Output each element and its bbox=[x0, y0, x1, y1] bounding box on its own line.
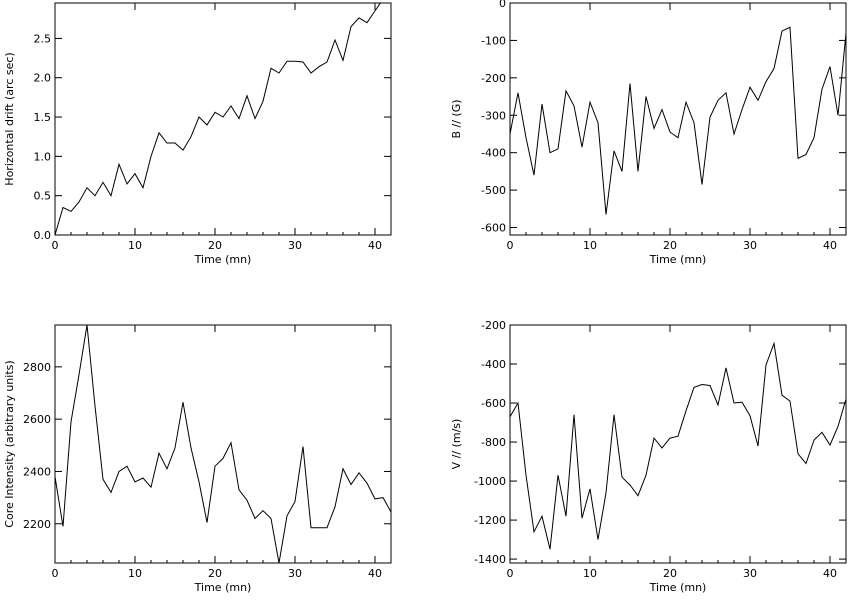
x-tick-label: 20 bbox=[663, 567, 677, 580]
x-tick-label: 40 bbox=[368, 567, 382, 580]
y-tick-label: -1000 bbox=[474, 475, 506, 488]
x-tick-label: 40 bbox=[368, 239, 382, 252]
y-tick-label: -200 bbox=[481, 72, 506, 85]
chart-panel-3: 0 10 20 30 40 2200 2400 2600 2800 Time (mn) Core I… bbox=[3, 324, 392, 594]
x-tick-label: 30 bbox=[743, 567, 757, 580]
series-line bbox=[510, 26, 846, 215]
x-axis-label: Time (mn) bbox=[649, 253, 707, 266]
y-axis-label: V // (m/s) bbox=[450, 419, 463, 470]
plot-frame bbox=[54, 2, 392, 236]
x-tick-label: 30 bbox=[743, 239, 757, 252]
y-axis-label: B // (G) bbox=[450, 99, 463, 138]
x-tick-label: 20 bbox=[663, 239, 677, 252]
y-tick-label: -100 bbox=[481, 34, 506, 47]
plot-frame bbox=[509, 2, 847, 236]
y-tick-label: -400 bbox=[481, 147, 506, 160]
plot-frame bbox=[509, 324, 847, 564]
x-tick-label: 0 bbox=[52, 567, 59, 580]
y-tick-label: -400 bbox=[481, 358, 506, 371]
x-tick-label: 20 bbox=[208, 567, 222, 580]
plot-frame bbox=[54, 324, 392, 564]
x-tick-label: 20 bbox=[208, 239, 222, 252]
x-tick-label: 0 bbox=[52, 239, 59, 252]
y-tick-label: 2.5 bbox=[34, 32, 52, 45]
x-tick-label: 10 bbox=[128, 567, 142, 580]
y-tick-label: 2400 bbox=[23, 465, 51, 478]
y-tick-label: -600 bbox=[481, 222, 506, 235]
y-tick-label: -800 bbox=[481, 436, 506, 449]
y-tick-label: 1.5 bbox=[34, 111, 52, 124]
x-axis-label: Time (mn) bbox=[194, 581, 252, 594]
y-tick-label: 2600 bbox=[23, 413, 51, 426]
x-tick-label: 10 bbox=[128, 239, 142, 252]
y-tick-label: 2800 bbox=[23, 361, 51, 374]
y-tick-label: -1400 bbox=[474, 553, 506, 566]
series-line bbox=[55, 325, 391, 563]
y-tick-label: 0 bbox=[499, 0, 506, 10]
x-tick-label: 0 bbox=[507, 239, 514, 252]
series-line bbox=[510, 341, 846, 550]
y-tick-label: 0.0 bbox=[34, 229, 52, 242]
x-tick-label: 40 bbox=[823, 567, 837, 580]
y-tick-label: -300 bbox=[481, 109, 506, 122]
x-axis-label: Time (mn) bbox=[194, 253, 252, 266]
chart-panel-1: 0 10 20 30 40 0.0 0.5 1.0 1.5 2.0 2.5 Time (mn) Hori… bbox=[3, 2, 392, 266]
x-tick-label: 10 bbox=[583, 239, 597, 252]
y-tick-label: -200 bbox=[481, 319, 506, 332]
chart-panel-2: 0 10 20 30 40 -600 -500 -400 -300 -200 -100 0 Time (… bbox=[450, 0, 847, 266]
y-tick-label: -500 bbox=[481, 184, 506, 197]
x-tick-label: 40 bbox=[823, 239, 837, 252]
x-tick-label: 30 bbox=[288, 567, 302, 580]
series-line bbox=[55, 3, 381, 235]
y-axis-label: Horizontal drift (arc sec) bbox=[3, 52, 16, 185]
x-axis-label: Time (mn) bbox=[649, 581, 707, 594]
y-axis-label: Core Intensity (arbitrary units) bbox=[3, 360, 16, 527]
y-tick-label: 2200 bbox=[23, 518, 51, 531]
x-tick-label: 30 bbox=[288, 239, 302, 252]
y-tick-label: 1.0 bbox=[34, 150, 52, 163]
chart-panel-4: 0 10 20 30 40 -1400 -1200 -1000 -800 -600 -400 -200… bbox=[450, 319, 847, 594]
y-tick-label: 2.0 bbox=[34, 72, 52, 85]
y-tick-label: -1200 bbox=[474, 514, 506, 527]
x-tick-label: 0 bbox=[507, 567, 514, 580]
x-tick-label: 10 bbox=[583, 567, 597, 580]
y-tick-label: 0.5 bbox=[34, 190, 52, 203]
y-tick-label: -600 bbox=[481, 397, 506, 410]
